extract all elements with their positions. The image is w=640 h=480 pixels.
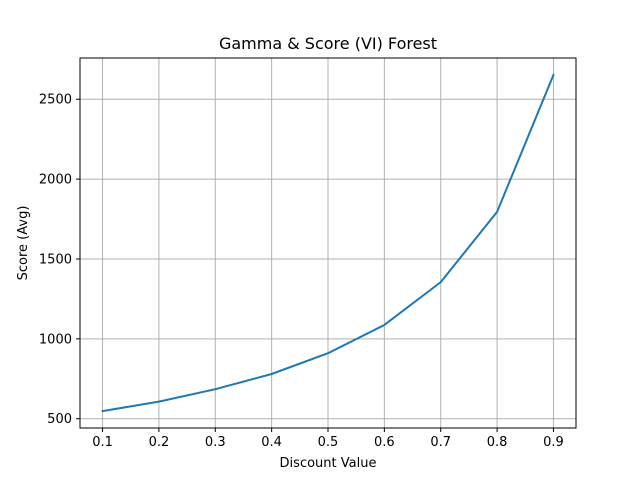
x-axis-label: Discount Value <box>280 456 377 471</box>
x-tick-label: 0.3 <box>205 435 226 450</box>
y-tick-label: 2500 <box>39 93 72 108</box>
y-tick-label: 2000 <box>39 173 72 188</box>
x-tick-label: 0.4 <box>261 435 282 450</box>
ticks-layer: 0.1 0.2 0.3 0.4 0.5 0.6 0.7 0.8 0.9 500 1000 1500 20… <box>39 93 564 450</box>
x-tick-label: 0.8 <box>487 435 508 450</box>
y-tick-label: 1500 <box>39 252 72 267</box>
x-tick-label: 0.7 <box>430 435 451 450</box>
y-tick-label: 1000 <box>39 332 72 347</box>
y-tick-label: 500 <box>47 412 72 427</box>
series-layer <box>101 73 555 413</box>
x-tick-label: 0.1 <box>92 435 113 450</box>
x-tick-label: 0.2 <box>149 435 170 450</box>
grid-layer <box>80 58 576 428</box>
x-tick-label: 0.5 <box>318 435 339 450</box>
y-axis-label: Score (Avg) <box>16 206 31 281</box>
x-tick-label: 0.6 <box>374 435 395 450</box>
x-tick-label: 0.9 <box>543 435 564 450</box>
chart-title: Gamma & Score (VI) Forest <box>219 34 437 53</box>
